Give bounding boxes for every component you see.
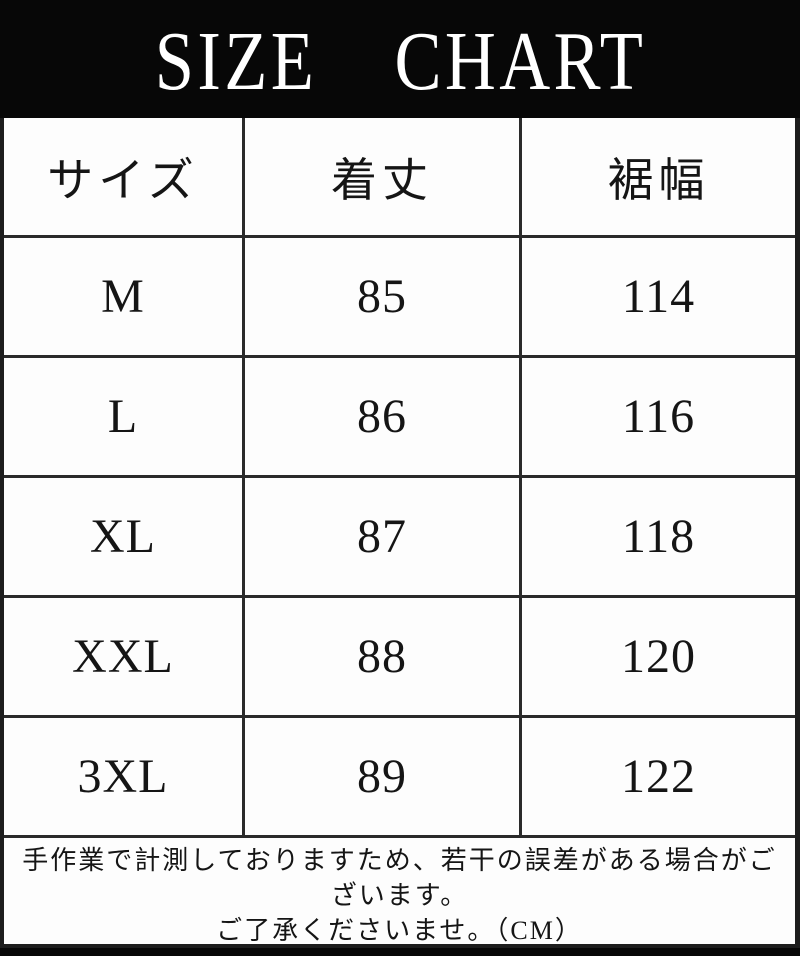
title-banner: SIZE CHART bbox=[0, 0, 800, 118]
bottom-black-bar bbox=[0, 948, 800, 956]
cell-length: 85 bbox=[245, 238, 522, 358]
title-word-size: SIZE bbox=[154, 15, 317, 108]
cell-hem: 120 bbox=[522, 598, 795, 718]
page-title: SIZE CHART bbox=[154, 14, 645, 104]
table-row-m: M 85 114 bbox=[4, 238, 795, 358]
title-word-chart: CHART bbox=[393, 15, 646, 108]
size-table: サイズ 着丈 裾幅 M 85 114 L 86 116 XL 87 118 XX… bbox=[0, 118, 800, 838]
cell-length: 89 bbox=[245, 718, 522, 838]
cell-size: 3XL bbox=[4, 718, 245, 838]
table-row-l: L 86 116 bbox=[4, 358, 795, 478]
cell-size: XXL bbox=[4, 598, 245, 718]
table-header-row: サイズ 着丈 裾幅 bbox=[4, 118, 795, 238]
cell-length: 87 bbox=[245, 478, 522, 598]
cell-length: 86 bbox=[245, 358, 522, 478]
table-row-xxl: XXL 88 120 bbox=[4, 598, 795, 718]
table-row-3xl: 3XL 89 122 bbox=[4, 718, 795, 838]
cell-hem: 122 bbox=[522, 718, 795, 838]
column-header-size: サイズ bbox=[4, 118, 245, 238]
measurement-note: 手作業で計測しておりますため、若干の誤差がある場合がご ざいます。 ご了承くださ… bbox=[0, 838, 800, 948]
note-line-3: ご了承くださいませ。（CM） bbox=[216, 916, 583, 945]
table-row-xl: XL 87 118 bbox=[4, 478, 795, 598]
cell-size: M bbox=[4, 238, 245, 358]
column-header-length: 着丈 bbox=[245, 118, 522, 238]
cell-hem: 118 bbox=[522, 478, 795, 598]
cell-size: XL bbox=[4, 478, 245, 598]
cell-size: L bbox=[4, 358, 245, 478]
cell-hem: 116 bbox=[522, 358, 795, 478]
cell-length: 88 bbox=[245, 598, 522, 718]
cell-hem: 114 bbox=[522, 238, 795, 358]
note-line-2: ざいます。 bbox=[330, 881, 469, 910]
column-header-hem: 裾幅 bbox=[522, 118, 795, 238]
note-line-1: 手作業で計測しておりますため、若干の誤差がある場合がご bbox=[22, 846, 777, 875]
